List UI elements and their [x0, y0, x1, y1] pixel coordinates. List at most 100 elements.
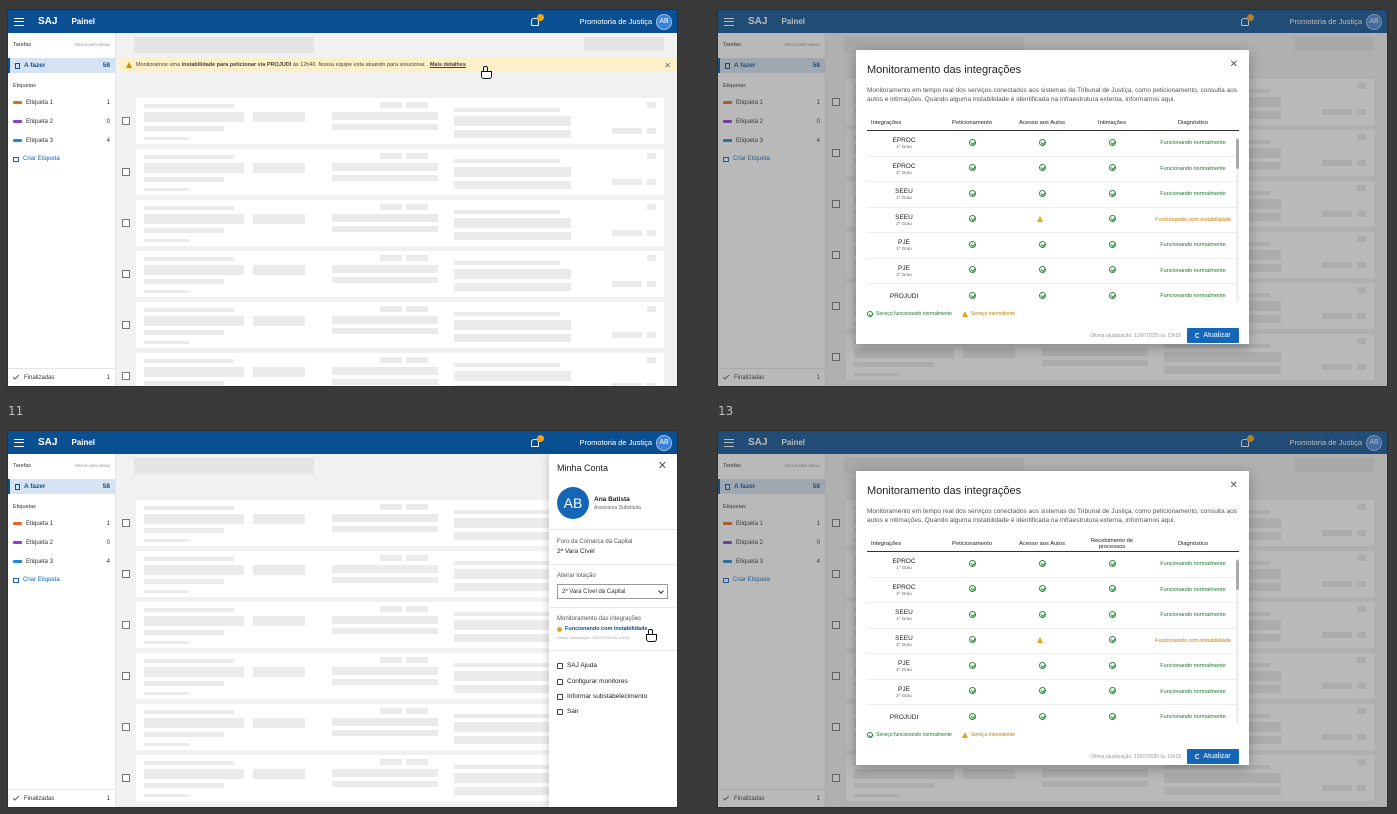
account-menu-item[interactable]: SAJ Ajuda	[557, 662, 597, 669]
sidebar-item-tag[interactable]: Etiqueta 1 1	[718, 514, 825, 533]
create-tag-label: Criar Etiqueta	[733, 577, 770, 583]
org-name[interactable]: Promotoria de Justiça	[1289, 17, 1362, 26]
task-checkbox[interactable]	[832, 251, 840, 259]
task-card[interactable]	[122, 98, 664, 144]
create-tag-button[interactable]: Criar Etiqueta	[8, 571, 115, 589]
close-icon[interactable]: ✕	[1229, 480, 1238, 491]
task-checkbox[interactable]	[122, 672, 130, 680]
sidebar-item-todo[interactable]: A fazer 58	[718, 58, 825, 73]
sidebar-item-tag[interactable]: Etiqueta 2 0	[718, 533, 825, 552]
menu-icon[interactable]	[724, 438, 734, 447]
task-card[interactable]	[122, 302, 664, 348]
create-tag-button[interactable]: Criar Etiqueta	[718, 150, 825, 168]
scrollbar[interactable]	[1236, 137, 1239, 302]
sidebar-item-todo[interactable]: A fazer 58	[8, 58, 115, 73]
create-tag-button[interactable]: Criar Etiqueta	[718, 571, 825, 589]
notification-dot	[1247, 435, 1255, 442]
sidebar-item-todo[interactable]: A fazer 58	[718, 479, 825, 494]
task-checkbox[interactable]	[122, 723, 130, 731]
monitoring-status-link[interactable]: Funcionando com instabilidade	[557, 626, 648, 632]
sidebar-item-tag[interactable]: Etiqueta 3 4	[718, 552, 825, 571]
task-checkbox[interactable]	[832, 774, 840, 782]
sidebar-item-tag[interactable]: Etiqueta 3 4	[8, 552, 115, 571]
avatar[interactable]: AB	[1366, 434, 1382, 451]
sidebar-item-done[interactable]: Finalizadas 1	[8, 368, 115, 386]
org-name[interactable]: Promotoria de Justiça	[579, 438, 652, 447]
sidebar-item-done[interactable]: Finalizadas 1	[8, 789, 115, 807]
bell-icon[interactable]	[530, 435, 545, 447]
task-checkbox[interactable]	[122, 621, 130, 629]
account-menu-item[interactable]: Configurar monitores	[557, 678, 628, 685]
skeleton	[379, 759, 402, 765]
task-checkbox[interactable]	[122, 270, 130, 278]
sidebar-item-done[interactable]: Finalizadas 1	[718, 789, 825, 807]
task-checkbox[interactable]	[832, 98, 840, 106]
task-checkbox[interactable]	[122, 117, 130, 125]
skeleton	[144, 565, 244, 575]
task-checkbox[interactable]	[832, 570, 840, 578]
collapse-menu-button[interactable]: RECOLHER MENU	[784, 463, 820, 468]
task-checkbox[interactable]	[832, 723, 840, 731]
collapse-menu-button[interactable]: RECOLHER MENU	[784, 42, 820, 47]
task-checkbox[interactable]	[832, 200, 840, 208]
collapse-menu-button[interactable]: RECOLHER MENU	[74, 463, 110, 468]
task-card[interactable]	[122, 353, 664, 386]
task-checkbox[interactable]	[832, 672, 840, 680]
avatar[interactable]: AB	[656, 434, 672, 451]
task-checkbox[interactable]	[122, 372, 130, 380]
frame-label-11: 11	[8, 404, 24, 418]
assignment-select[interactable]: 2ª Vara Cível da Capital	[557, 584, 668, 599]
sidebar-item-tag[interactable]: Etiqueta 2 0	[8, 112, 115, 131]
account-menu-item[interactable]: Informar substabelecimento	[557, 693, 647, 700]
task-card[interactable]	[122, 149, 664, 195]
task-checkbox[interactable]	[122, 321, 130, 329]
sidebar-item-done[interactable]: Finalizadas 1	[718, 368, 825, 386]
task-checkbox[interactable]	[122, 219, 130, 227]
status-ok-icon	[968, 266, 976, 274]
bell-icon[interactable]	[530, 14, 545, 26]
menu-icon[interactable]	[14, 17, 24, 26]
sidebar-item-tag[interactable]: Etiqueta 3 4	[718, 131, 825, 150]
scrollbar[interactable]	[1236, 558, 1239, 723]
sidebar-item-tag[interactable]: Etiqueta 2 0	[718, 112, 825, 131]
task-checkbox[interactable]	[832, 519, 840, 527]
task-checkbox[interactable]	[832, 149, 840, 157]
menu-icon[interactable]	[14, 438, 24, 447]
task-card[interactable]	[122, 251, 664, 297]
create-tag-button[interactable]: Criar Etiqueta	[8, 150, 115, 168]
status-ok-icon	[968, 215, 976, 223]
task-checkbox[interactable]	[122, 519, 130, 527]
task-checkbox[interactable]	[122, 570, 130, 578]
menu-icon[interactable]	[724, 17, 734, 26]
org-name[interactable]: Promotoria de Justiça	[1289, 438, 1362, 447]
avatar[interactable]: AB	[656, 13, 672, 30]
refresh-button[interactable]: Atualizar	[1187, 328, 1239, 343]
task-checkbox[interactable]	[122, 168, 130, 176]
task-checkbox[interactable]	[122, 774, 130, 782]
skeleton	[454, 232, 571, 240]
more-details-link[interactable]: Mais detalhes	[429, 62, 466, 68]
task-checkbox[interactable]	[832, 353, 840, 361]
sidebar-item-tag[interactable]: Etiqueta 1 1	[8, 514, 115, 533]
org-name[interactable]: Promotoria de Justiça	[579, 17, 652, 26]
modal-description: Monitoramento em tempo real dos serviços…	[867, 87, 1237, 103]
sidebar-item-tag[interactable]: Etiqueta 1 1	[718, 93, 825, 112]
sidebar-item-tag[interactable]: Etiqueta 1 1	[8, 93, 115, 112]
status-ok-icon	[1038, 610, 1046, 618]
bell-icon[interactable]	[1240, 14, 1255, 26]
close-icon[interactable]: ✕	[1229, 59, 1238, 70]
sidebar-item-todo[interactable]: A fazer 58	[8, 479, 115, 494]
refresh-button[interactable]: Atualizar	[1187, 749, 1239, 764]
collapse-menu-button[interactable]: RECOLHER MENU	[74, 42, 110, 47]
task-card[interactable]	[122, 200, 664, 246]
task-checkbox[interactable]	[832, 621, 840, 629]
bell-icon[interactable]	[1240, 435, 1255, 447]
sidebar-item-tag[interactable]: Etiqueta 2 0	[8, 533, 115, 552]
skeleton	[144, 155, 234, 159]
account-menu-item[interactable]: Sair	[557, 708, 579, 715]
close-icon[interactable]: ✕	[657, 460, 667, 472]
close-icon[interactable]: ✕	[664, 60, 671, 70]
task-checkbox[interactable]	[832, 302, 840, 310]
avatar[interactable]: AB	[1366, 13, 1382, 30]
sidebar-item-tag[interactable]: Etiqueta 3 4	[8, 131, 115, 150]
